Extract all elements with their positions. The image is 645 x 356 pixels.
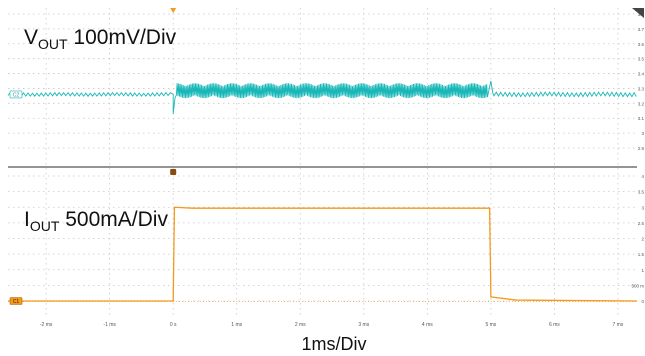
time-tick-labels: -2 ms -1 ms 0 s 1 ms 2 ms 3 ms 4 ms 5 ms 6 ms 7 m… — [40, 322, 624, 328]
vout-scale-label: 3.6 — [638, 42, 645, 47]
iout-scale-label: 2.5 — [638, 221, 645, 226]
iout-scale-label: 3 — [641, 205, 644, 210]
time-tick-label: 1 ms — [231, 322, 242, 328]
time-scale-annotation: 1ms/Div — [301, 334, 366, 354]
vout-channel-label: C2 — [13, 92, 20, 98]
vout-scale-label: 3.2 — [638, 101, 645, 106]
iout-annotation: IOUT 500mA/Div — [24, 208, 168, 234]
iout-scale-label: 4 — [641, 174, 644, 179]
time-tick-label: -1 ms — [103, 322, 116, 328]
traces — [8, 81, 637, 302]
vout-scale-label: 3.7 — [638, 27, 645, 32]
vout-scale-label: 3.5 — [638, 57, 645, 62]
time-tick-label: -2 ms — [40, 322, 53, 328]
vout-annotation: VOUT 100mV/Div — [24, 26, 177, 52]
trigger-position-icon — [170, 8, 176, 13]
vout-scale-label: 3.4 — [638, 72, 645, 77]
time-tick-label: 5 ms — [485, 322, 496, 328]
time-tick-label: 2 ms — [295, 322, 306, 328]
trigger-marker-icon — [170, 169, 176, 175]
iout-scale-label: 1.5 — [638, 252, 645, 257]
time-tick-label: 0 s — [170, 322, 177, 328]
vout-scale-label: 3.1 — [638, 116, 645, 121]
iout-scale-label: 0 — [641, 299, 644, 304]
iout-channel-label: C1 — [13, 299, 20, 305]
time-tick-label: 4 ms — [422, 322, 433, 328]
iout-scale-label: 3.5 — [638, 190, 645, 195]
time-tick-label: 7 ms — [613, 322, 624, 328]
grid — [8, 8, 637, 317]
time-tick-label: 6 ms — [549, 322, 560, 328]
right-scales: 3.83.73.63.53.43.33.23.132.943.532.521.5… — [631, 12, 644, 304]
iout-scale-label: 2 — [641, 237, 644, 242]
iout-scale-label: 500 m — [631, 283, 644, 288]
time-tick-label: 3 ms — [358, 322, 369, 328]
iout-scale-label: 1 — [641, 268, 644, 273]
vout-scale-label: 2.9 — [638, 146, 645, 151]
vout-scale-label: 3.3 — [638, 86, 645, 91]
markers: C2 C1 — [10, 8, 644, 305]
vout-trace — [8, 81, 636, 114]
vout-scale-label: 3 — [641, 131, 644, 136]
